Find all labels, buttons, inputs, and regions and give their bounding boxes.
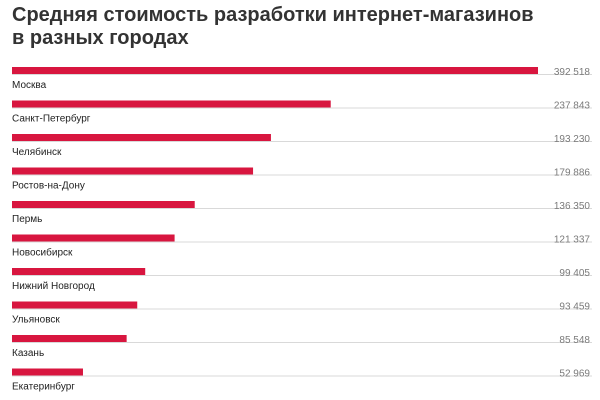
category-label: Нижний Новгород [12, 281, 95, 292]
value-label: 136 350 [554, 201, 591, 212]
value-label: 121 337 [554, 235, 591, 246]
value-label: 99 405 [559, 268, 590, 279]
bar [12, 167, 254, 175]
bar [12, 234, 175, 242]
bar [12, 301, 138, 309]
category-label: Новосибирск [12, 247, 73, 259]
bar [12, 134, 271, 141]
value-label: 392 518 [554, 67, 591, 78]
bar [12, 100, 331, 108]
bar [12, 335, 127, 342]
chart-title-line-1: Средняя стоимость разработки интернет-ма… [12, 4, 534, 26]
category-label: Ростов-на-Дону [12, 181, 85, 192]
category-label: Екатеринбург [12, 381, 75, 393]
category-label: Москва [12, 80, 47, 91]
value-label: 93 459 [559, 302, 590, 313]
value-label: 179 886 [554, 168, 591, 179]
category-label: Казань [12, 348, 44, 359]
category-label: Челябинск [12, 146, 62, 158]
value-label: 193 230 [554, 134, 591, 145]
bar [12, 268, 146, 275]
bar [12, 368, 83, 376]
chart-title-line-2: в разных городах [12, 27, 189, 49]
value-label: 85 548 [559, 335, 590, 346]
value-label: 237 843 [554, 101, 591, 112]
category-label: Санкт-Петербург [12, 113, 91, 125]
bar [12, 67, 538, 74]
category-label: Ульяновск [12, 315, 60, 326]
chart-title: Средняя стоимость разработки интернет-ма… [12, 4, 572, 50]
value-label: 52 969 [559, 369, 590, 380]
category-label: Пермь [12, 214, 42, 225]
bar [12, 201, 195, 208]
